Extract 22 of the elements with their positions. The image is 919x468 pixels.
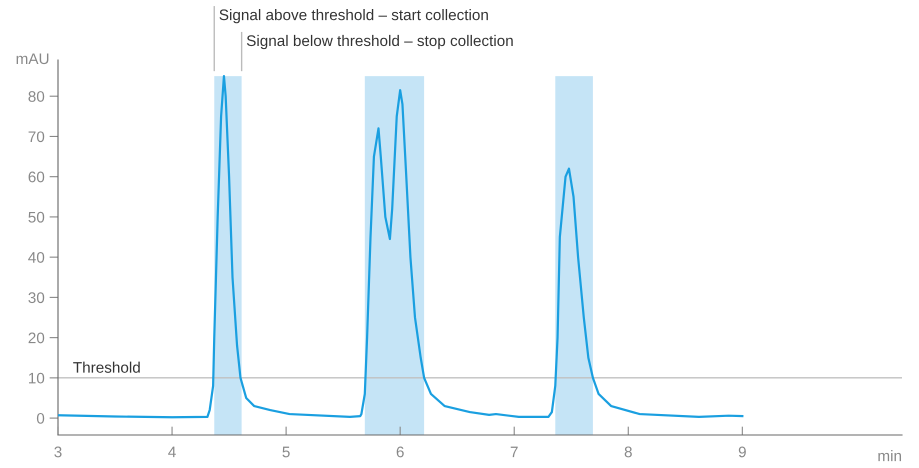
x-tick-label: 9 [738, 446, 746, 458]
x-tick-label: 7 [510, 446, 518, 458]
x-tick-label: 5 [282, 446, 290, 458]
y-tick-label: 60 [28, 172, 44, 182]
y-tick-label: 70 [28, 131, 44, 142]
x-tick-label: 4 [168, 446, 176, 458]
line-series [58, 74, 744, 418]
y-tick-label: 50 [28, 212, 44, 223]
y-tick-label: 0 [36, 412, 44, 424]
y-tick-label: 10 [28, 372, 44, 384]
text: Signal below threshold – stop collection [246, 34, 513, 50]
y-axis-title: mAU [16, 53, 48, 64]
x-axis-title: min [878, 450, 902, 462]
y-tick-label: 40 [28, 252, 44, 263]
ref-line-label: Threshold [73, 362, 140, 373]
y-tick-label: 30 [28, 292, 44, 304]
y-tick-label: 20 [28, 332, 44, 344]
y-tick-label: 80 [28, 91, 44, 102]
x-tick-label: 8 [624, 446, 632, 458]
x-tick-label: 3 [54, 446, 62, 458]
x-tick-label: 6 [396, 446, 404, 458]
text: Signal above threshold – start collection [220, 9, 488, 24]
